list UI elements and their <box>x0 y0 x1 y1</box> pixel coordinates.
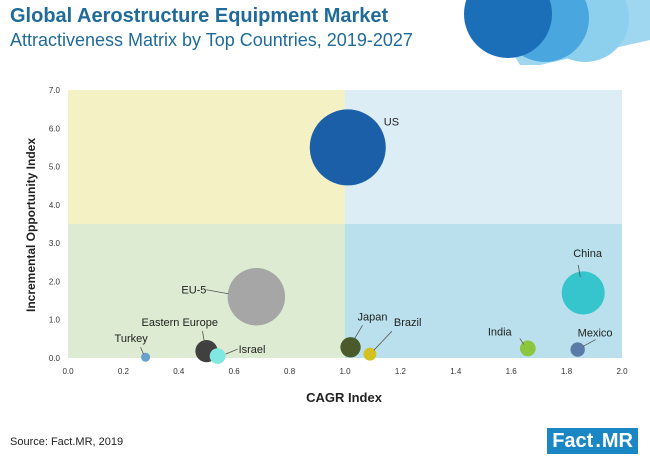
x-tick-label: 0.0 <box>62 367 74 376</box>
x-tick-label: 1.4 <box>450 367 462 376</box>
bubble-label-turkey: Turkey <box>115 333 149 345</box>
logo-text-left: Fact <box>547 428 596 454</box>
bubble-us[interactable] <box>309 109 386 186</box>
quadrant-top-left <box>68 90 345 224</box>
x-tick-label: 1.6 <box>506 367 518 376</box>
quadrant-top-right <box>345 90 622 224</box>
bubble-brazil[interactable] <box>363 347 377 361</box>
bubble-india[interactable] <box>519 340 536 357</box>
quadrants <box>68 90 622 358</box>
y-tick-label: 7.0 <box>49 86 61 95</box>
axes: 0.0 0.2 0.4 0.6 0.8 1.0 1.2 1.4 1.6 1.8 2.0 0.0 1.0 2… <box>49 86 628 376</box>
bubble-label-eu-5: EU-5 <box>181 285 206 297</box>
leader-line-china <box>577 264 581 277</box>
leader-line-mexico <box>582 339 596 347</box>
bubbles <box>141 109 605 364</box>
bubble-label-china: China <box>573 248 603 260</box>
source-note: Source: Fact.MR, 2019 <box>10 436 124 448</box>
chart-title: Global Aerostructure Equipment Market <box>10 5 389 27</box>
y-tick-label: 0.0 <box>49 354 61 363</box>
logo-text-right: MR <box>600 428 638 454</box>
leader-line-turkey <box>140 347 144 355</box>
bubble-label-us: US <box>384 116 399 128</box>
x-tick-label: 2.0 <box>616 367 628 376</box>
leader-line-brazil <box>373 330 393 351</box>
bubble-label-japan: Japan <box>358 311 388 323</box>
bubble-israel[interactable] <box>209 348 226 364</box>
bubble-label-eastern-europe: Eastern Europe <box>142 317 218 329</box>
quadrant-bottom-left <box>68 224 345 358</box>
bubble-label-brazil: Brazil <box>394 317 422 329</box>
y-tick-label: 3.0 <box>49 239 61 248</box>
bubble-label-israel: Israel <box>239 344 266 356</box>
y-tick-label: 5.0 <box>49 163 61 172</box>
chart-subtitle: Attractiveness Matrix by Top Countries, … <box>10 30 413 50</box>
leader-line-india <box>519 338 525 345</box>
logo-dot: . <box>595 428 601 454</box>
header: Global Aerostructure Equipment Market At… <box>0 0 650 65</box>
leader-line-japan <box>353 325 363 341</box>
leader-line-eastern-europe <box>202 331 205 344</box>
leader-line-eu-5 <box>206 289 229 295</box>
x-tick-label: 1.2 <box>395 367 407 376</box>
y-tick-label: 6.0 <box>49 124 61 133</box>
x-tick-label: 0.4 <box>173 367 185 376</box>
bubble-eu-5[interactable] <box>227 268 286 326</box>
x-tick-label: 1.8 <box>561 367 573 376</box>
header-decoration <box>464 0 650 65</box>
bubble-label-mexico: Mexico <box>578 328 613 340</box>
y-tick-label: 1.0 <box>49 316 61 325</box>
x-axis-label: CAGR Index <box>306 390 383 405</box>
x-tick-label: 0.2 <box>118 367 130 376</box>
factmr-logo: Fact . MR <box>547 428 638 454</box>
y-tick-label: 2.0 <box>49 277 61 286</box>
x-tick-label: 0.8 <box>284 367 296 376</box>
bubble-mexico[interactable] <box>570 342 585 357</box>
bubble-turkey[interactable] <box>141 352 151 362</box>
y-axis-label: Incremental Opportunity Index <box>24 138 38 312</box>
bubble-label-india: India <box>488 326 513 338</box>
x-tick-label: 0.6 <box>229 367 241 376</box>
y-tick-label: 4.0 <box>49 201 61 210</box>
bubble-china[interactable] <box>561 271 605 315</box>
leader-line-israel <box>225 348 238 355</box>
x-tick-label: 1.0 <box>339 367 351 376</box>
bubble-japan[interactable] <box>340 337 361 358</box>
bubble-labels: US China EU-5 Eastern Europe Israel Turkey Jap… <box>115 116 613 356</box>
